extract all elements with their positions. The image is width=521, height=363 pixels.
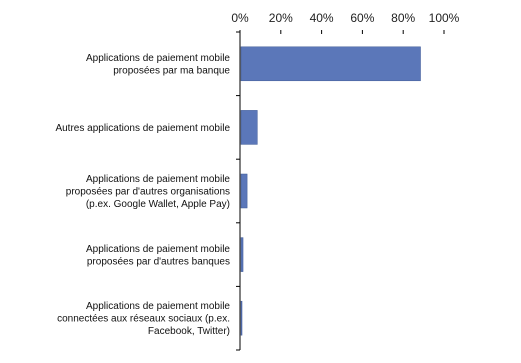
category-label: Applications de paiement mobile proposées… <box>86 53 230 77</box>
bar <box>240 173 248 209</box>
x-tick-label: 0% <box>231 11 249 25</box>
x-tick-label: 40% <box>310 11 334 25</box>
bar <box>240 110 258 145</box>
bars <box>240 46 421 336</box>
x-axis-ticks: 0% 20% 40% 60% 80% 100% <box>231 11 460 351</box>
category-label: Applications de paiement mobile proposées… <box>66 174 231 210</box>
x-tick-label: 60% <box>350 11 374 25</box>
x-tick-label: 80% <box>391 11 415 25</box>
category-label: Applications de paiement mobile connectée… <box>57 301 230 337</box>
x-tick-label: 20% <box>269 11 293 25</box>
bar <box>240 237 244 272</box>
bar <box>240 300 243 336</box>
category-labels: Applications de paiement mobile proposées… <box>55 53 230 337</box>
x-tick-label: 100% <box>429 11 460 25</box>
category-label: Autres applications de paiement mobile <box>55 123 230 134</box>
category-label: Applications de paiement mobile proposées… <box>86 244 230 268</box>
bar <box>240 46 421 82</box>
